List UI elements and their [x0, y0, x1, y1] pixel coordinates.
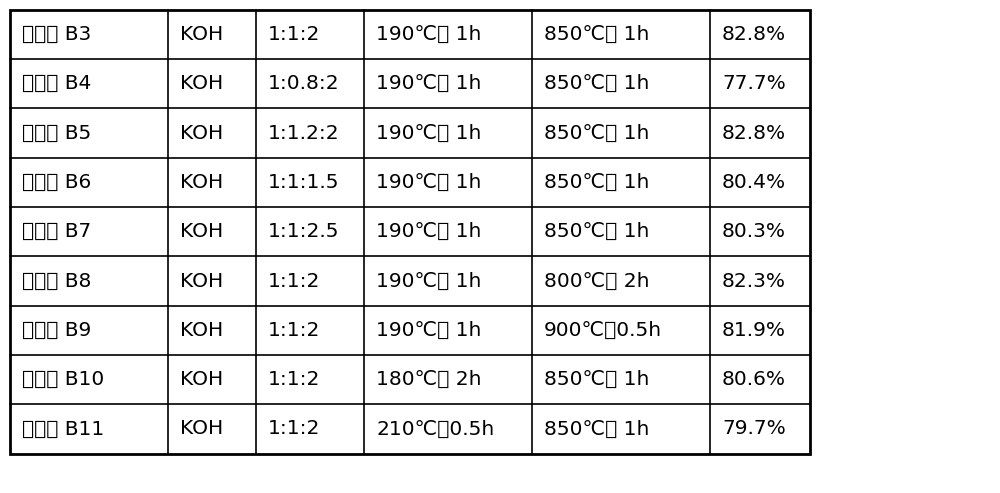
Text: 850℃， 1h: 850℃， 1h [544, 25, 649, 44]
Text: 80.3%: 80.3% [722, 222, 786, 241]
Text: 850℃， 1h: 850℃， 1h [544, 370, 649, 389]
Text: 190℃， 1h: 190℃， 1h [376, 173, 481, 192]
Text: 实施例 B5: 实施例 B5 [22, 124, 91, 142]
Text: 190℃， 1h: 190℃， 1h [376, 272, 481, 290]
Bar [10, 10, 810, 454]
Text: KOH: KOH [180, 370, 223, 389]
Text: 190℃， 1h: 190℃， 1h [376, 25, 481, 44]
Text: 80.6%: 80.6% [722, 370, 786, 389]
Text: 1:1:2: 1:1:2 [268, 25, 320, 44]
Text: 1:1:2: 1:1:2 [268, 370, 320, 389]
Text: KOH: KOH [180, 420, 223, 438]
Text: 850℃， 1h: 850℃， 1h [544, 420, 649, 438]
Text: 1:1:2: 1:1:2 [268, 272, 320, 290]
Text: KOH: KOH [180, 25, 223, 44]
Text: 1:1:1.5: 1:1:1.5 [268, 173, 340, 192]
Text: KOH: KOH [180, 222, 223, 241]
Text: KOH: KOH [180, 74, 223, 93]
Text: 190℃， 1h: 190℃， 1h [376, 74, 481, 93]
Text: 79.7%: 79.7% [722, 420, 786, 438]
Text: 实施例 B11: 实施例 B11 [22, 420, 104, 438]
Text: 190℃， 1h: 190℃， 1h [376, 222, 481, 241]
Text: 850℃， 1h: 850℃， 1h [544, 74, 649, 93]
Text: 800℃， 2h: 800℃， 2h [544, 272, 650, 290]
Text: 81.9%: 81.9% [722, 321, 786, 340]
Text: 190℃， 1h: 190℃， 1h [376, 124, 481, 142]
Text: 实施例 B9: 实施例 B9 [22, 321, 91, 340]
Text: 82.3%: 82.3% [722, 272, 786, 290]
Text: 1:1.2:2: 1:1.2:2 [268, 124, 340, 142]
Text: 实施例 B4: 实施例 B4 [22, 74, 91, 93]
Text: 1:1:2: 1:1:2 [268, 321, 320, 340]
Text: 900℃，0.5h: 900℃，0.5h [544, 321, 662, 340]
Text: KOH: KOH [180, 321, 223, 340]
Text: 850℃， 1h: 850℃， 1h [544, 124, 649, 142]
Text: 82.8%: 82.8% [722, 25, 786, 44]
Text: 实施例 B8: 实施例 B8 [22, 272, 91, 290]
Text: 1:1:2.5: 1:1:2.5 [268, 222, 340, 241]
Text: 实施例 B3: 实施例 B3 [22, 25, 91, 44]
Text: 210℃，0.5h: 210℃，0.5h [376, 420, 494, 438]
Text: 850℃， 1h: 850℃， 1h [544, 173, 649, 192]
Text: 77.7%: 77.7% [722, 74, 786, 93]
Text: 1:0.8:2: 1:0.8:2 [268, 74, 340, 93]
Text: KOH: KOH [180, 124, 223, 142]
Text: 80.4%: 80.4% [722, 173, 786, 192]
Text: 82.8%: 82.8% [722, 124, 786, 142]
Text: 850℃， 1h: 850℃， 1h [544, 222, 649, 241]
Text: 实施例 B6: 实施例 B6 [22, 173, 91, 192]
Text: KOH: KOH [180, 173, 223, 192]
Text: 实施例 B7: 实施例 B7 [22, 222, 91, 241]
Text: 1:1:2: 1:1:2 [268, 420, 320, 438]
Text: KOH: KOH [180, 272, 223, 290]
Text: 实施例 B10: 实施例 B10 [22, 370, 104, 389]
Text: 190℃， 1h: 190℃， 1h [376, 321, 481, 340]
Text: 180℃， 2h: 180℃， 2h [376, 370, 482, 389]
